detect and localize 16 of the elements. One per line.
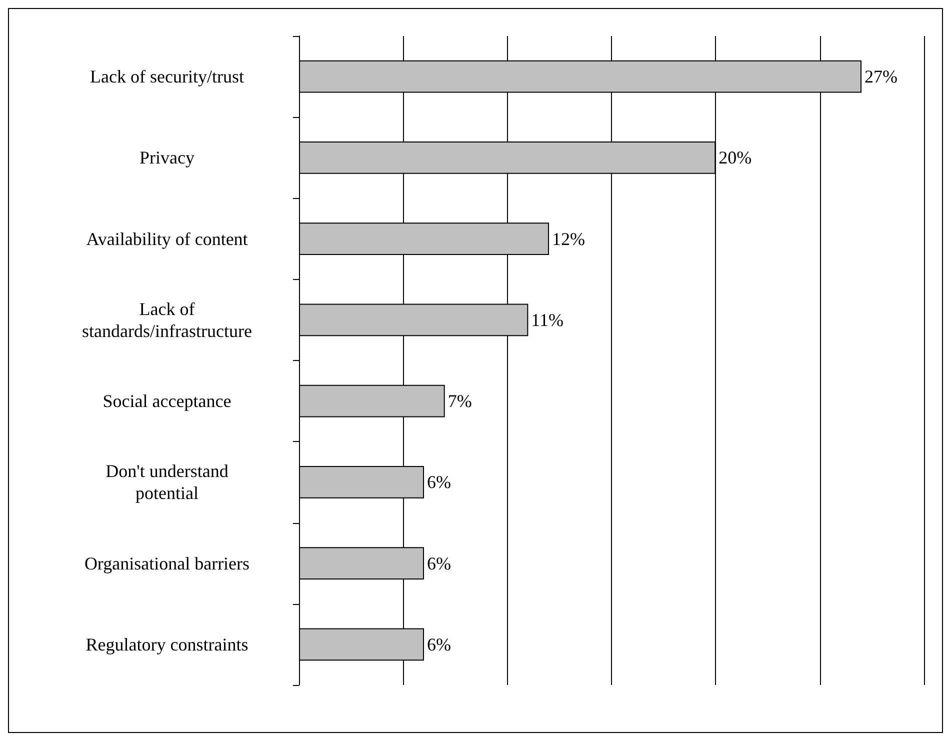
y-tick-label: Regulatory constraints [86, 634, 248, 654]
data-label: 6% [427, 472, 451, 492]
y-tick-label: Privacy [140, 148, 194, 168]
data-label: 20% [718, 148, 752, 168]
data-label: 27% [864, 66, 898, 87]
y-tick-label: Lack of security/trust [90, 66, 244, 87]
data-label: 6% [427, 634, 451, 654]
y-tick-label: Lack of standards/infrastructure [82, 298, 252, 341]
data-label: 12% [552, 228, 585, 249]
data-label: 11% [531, 310, 564, 330]
y-tick-label: Organisational barriers [84, 553, 250, 574]
data-label: 6% [427, 553, 451, 574]
y-tick-label: Social acceptance [102, 391, 232, 412]
data-label: 7% [448, 391, 472, 412]
y-tick-label: Availability of content [86, 228, 248, 249]
y-tick-label: Don't understand potential [106, 461, 228, 504]
